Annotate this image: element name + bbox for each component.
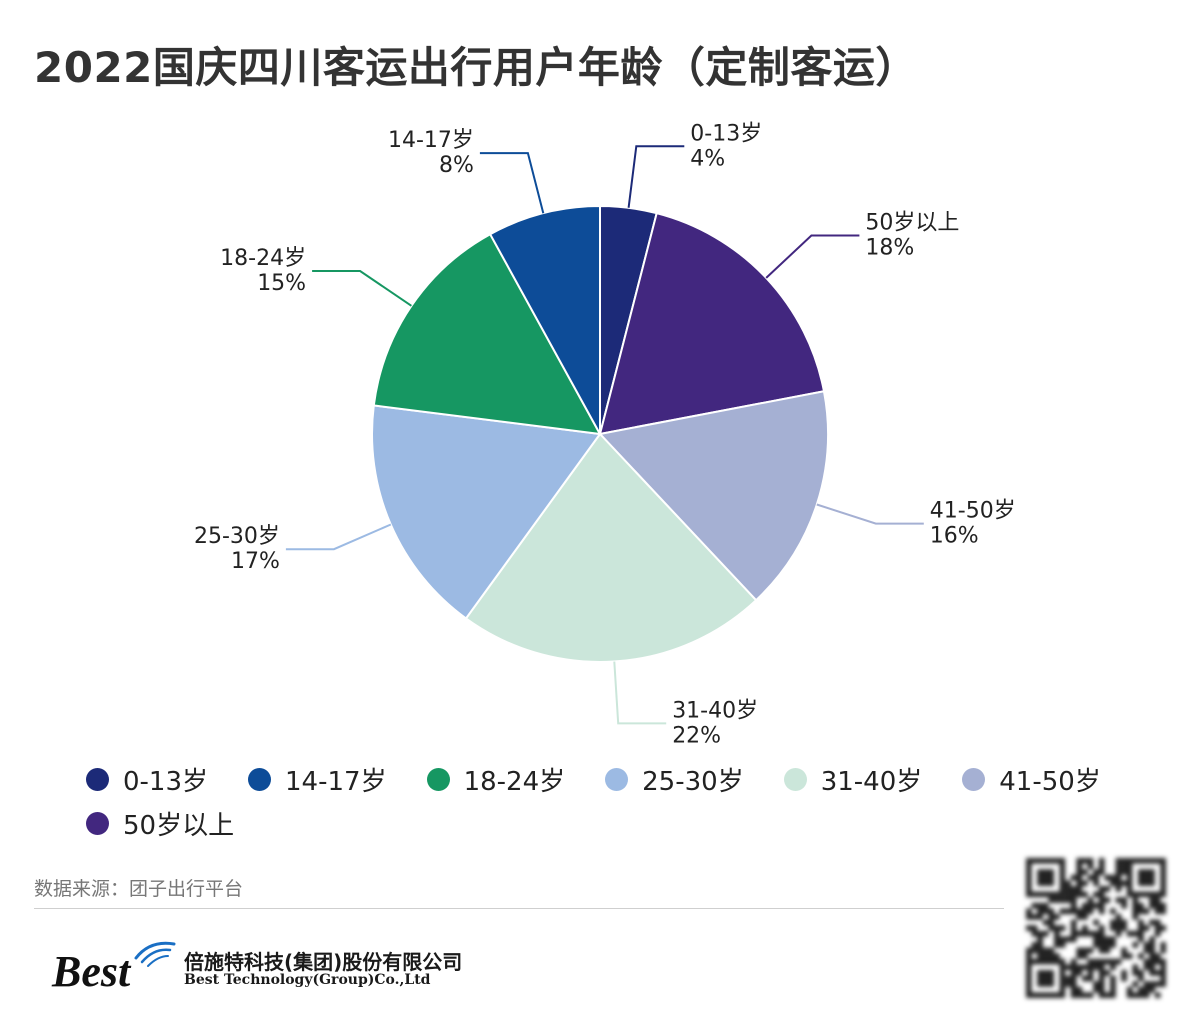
slice-label-25-30: 25-30岁 bbox=[194, 524, 280, 549]
leader-line-14-17 bbox=[479, 152, 545, 214]
qr-code bbox=[1026, 858, 1166, 998]
slice-label-50: 50岁以上 bbox=[865, 211, 959, 236]
legend-item-18-24: 18-24岁 bbox=[426, 760, 566, 798]
leader-line-25-30 bbox=[285, 523, 392, 551]
slice-labels: 0-13岁4%50岁以上18%41-50岁16%31-40岁22%25-30岁1… bbox=[194, 121, 1016, 748]
company-name-en: Best Technology(Group)Co.,Ltd bbox=[184, 972, 431, 988]
slice-label-0-13: 0-13岁 bbox=[690, 121, 762, 146]
pie-slice-31-40 bbox=[464, 432, 758, 663]
leader-line-50 bbox=[765, 234, 860, 279]
company-name-cn: 倍施特科技(集团)股份有限公司 bbox=[184, 950, 463, 974]
legend-label: 31-40岁 bbox=[820, 766, 923, 797]
leader-line-31-40 bbox=[613, 661, 667, 725]
slice-value-31-40: 22% bbox=[672, 723, 721, 748]
legend-label: 0-13岁 bbox=[123, 766, 209, 797]
legend-swatch bbox=[248, 767, 272, 791]
legend-item-14-17: 14-17岁 bbox=[248, 760, 387, 798]
slice-value-18-24: 15% bbox=[257, 271, 306, 296]
legend-label: 25-30岁 bbox=[642, 766, 744, 797]
leader-lines bbox=[285, 145, 924, 725]
legend-swatch bbox=[962, 767, 986, 791]
best-logo-icon: Best bbox=[51, 941, 176, 996]
leader-line-18-24 bbox=[312, 270, 412, 307]
legend-item-25-30: 25-30岁 bbox=[605, 760, 744, 798]
chart-title: 2022国庆四川客运出行用户年龄（定制客运） bbox=[34, 43, 918, 92]
svg-text:Best: Best bbox=[51, 947, 132, 996]
slice-label-18-24: 18-24岁 bbox=[220, 246, 306, 271]
legend-label: 50岁以上 bbox=[123, 810, 235, 841]
legend-item-0-13: 0-13岁 bbox=[86, 760, 208, 798]
pie-slice-50 bbox=[598, 211, 826, 436]
slice-label-41-50: 41-50岁 bbox=[930, 499, 1016, 524]
data-source: 数据来源：团子出行平台 bbox=[34, 878, 244, 900]
legend-swatch bbox=[426, 767, 450, 791]
slice-label-31-40: 31-40岁 bbox=[672, 698, 758, 723]
slice-value-14-17: 8% bbox=[439, 153, 474, 178]
legend-swatch bbox=[605, 767, 629, 791]
leader-line-0-13 bbox=[627, 145, 685, 208]
slice-value-41-50: 16% bbox=[930, 524, 979, 549]
chart-legend: 0-13岁 14-17岁 18-24岁 25-30岁 31-40岁 41-50岁 50岁以上 bbox=[86, 760, 1146, 842]
leader-line-41-50 bbox=[816, 503, 924, 525]
legend-label: 18-24岁 bbox=[463, 766, 566, 797]
slice-value-50: 18% bbox=[865, 236, 914, 261]
legend-label: 41-50岁 bbox=[999, 766, 1101, 797]
footer-divider bbox=[34, 908, 1004, 909]
slice-label-14-17: 14-17岁 bbox=[388, 128, 474, 153]
pie-slice-18-24 bbox=[372, 232, 602, 436]
slice-value-0-13: 4% bbox=[690, 146, 725, 171]
legend-item-41-50: 41-50岁 bbox=[962, 760, 1101, 798]
legend-swatch bbox=[86, 767, 109, 791]
slice-value-25-30: 17% bbox=[231, 549, 280, 574]
legend-label: 14-17岁 bbox=[285, 766, 387, 797]
legend-swatch bbox=[783, 767, 807, 791]
legend-item-50: 50岁以上 bbox=[86, 804, 234, 842]
pie-slices bbox=[371, 204, 829, 663]
pie-slice-41-50 bbox=[598, 390, 829, 602]
legend-item-31-40: 31-40岁 bbox=[783, 760, 923, 798]
pie-chart: 0-13岁4%50岁以上18%41-50岁16%31-40岁22%25-30岁1… bbox=[194, 121, 1016, 748]
legend-swatch bbox=[86, 811, 109, 835]
